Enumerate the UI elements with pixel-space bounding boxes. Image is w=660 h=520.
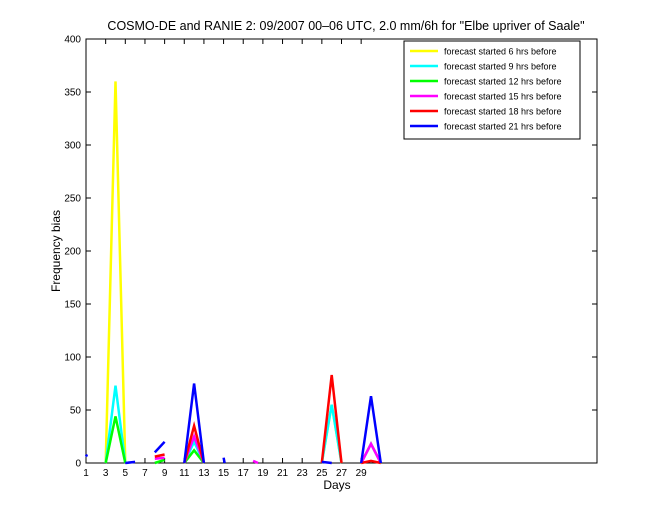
y-tick-label: 50 [70, 406, 82, 417]
legend-label: forecast started 15 hrs before [444, 92, 562, 102]
series-line-6 [359, 396, 383, 464]
legend-label: forecast started 21 hrs before [444, 122, 562, 132]
x-tick-label: 23 [297, 468, 309, 479]
series-line-2 [104, 385, 127, 464]
series-line-6 [321, 460, 332, 465]
series-line-6 [125, 460, 136, 465]
series-line-5 [183, 421, 206, 464]
y-tick-label: 150 [64, 300, 81, 311]
legend-label: forecast started 6 hrs before [444, 47, 557, 57]
y-tick-label: 100 [64, 353, 81, 364]
x-tick-label: 15 [218, 468, 230, 479]
x-tick-label: 27 [336, 468, 348, 479]
y-axis-label: Frequency bias [49, 210, 63, 292]
legend: forecast started 6 hrs before forecast st… [403, 40, 581, 140]
legend-label: forecast started 18 hrs before [444, 107, 562, 117]
y-tick-label: 350 [64, 88, 81, 99]
y-tick-label: 0 [75, 459, 81, 470]
x-tick-label: 21 [277, 468, 289, 479]
series-line-6 [84, 453, 89, 458]
x-axis-label: Days [323, 478, 350, 492]
series-line-6 [153, 440, 166, 454]
series-line-3 [104, 416, 127, 464]
y-tick-label: 300 [64, 141, 81, 152]
series-line-4 [154, 456, 165, 461]
legend-label: forecast started 9 hrs before [444, 62, 557, 72]
series-line-6 [183, 383, 206, 464]
y-tick-label: 200 [64, 247, 81, 258]
x-tick-label: 13 [198, 468, 210, 479]
series-line-6 [222, 457, 226, 464]
series-line-5 [154, 453, 165, 458]
x-tick-label: 19 [257, 468, 269, 479]
series-line-4 [252, 459, 259, 465]
x-tick-label: 29 [356, 468, 368, 479]
series-line-3 [154, 458, 165, 465]
y-tick-label: 400 [64, 35, 81, 46]
x-tick-label: 1 [83, 468, 89, 479]
legend-box [403, 40, 581, 140]
series-line-5 [320, 374, 343, 464]
series-line-1 [104, 81, 127, 464]
x-tick-label: 5 [123, 468, 129, 479]
y-tick-label: 250 [64, 194, 81, 205]
series-line-3 [183, 448, 205, 464]
x-tick-label: 9 [162, 468, 168, 479]
series-line-5 [360, 459, 382, 465]
series-line-4 [360, 441, 382, 464]
legend-label: forecast started 12 hrs before [444, 77, 562, 87]
x-tick-label: 25 [316, 468, 328, 479]
x-tick-label: 3 [103, 468, 109, 479]
x-tick-label: 7 [142, 468, 148, 479]
chart-title: COSMO-DE and RANIE 2: 09/2007 00–06 UTC,… [107, 19, 584, 33]
x-tick-label: 11 [179, 468, 190, 479]
x-tick-label: 17 [238, 468, 250, 479]
